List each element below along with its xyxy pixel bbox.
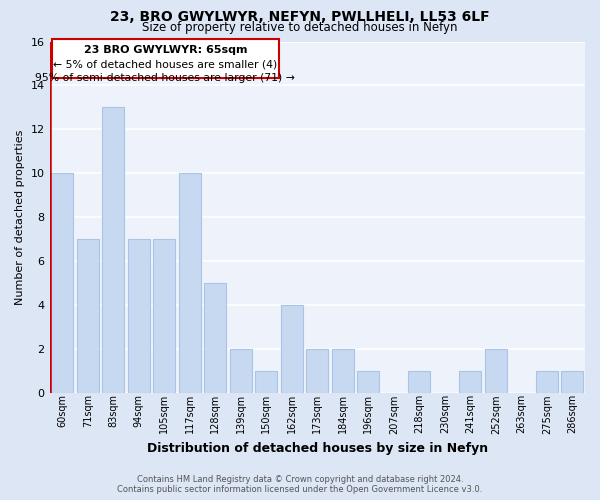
Text: Contains public sector information licensed under the Open Government Licence v3: Contains public sector information licen…	[118, 485, 482, 494]
Bar	[230, 349, 251, 393]
Text: Size of property relative to detached houses in Nefyn: Size of property relative to detached ho…	[142, 21, 458, 34]
Bar	[52, 40, 279, 78]
Text: 23 BRO GWYLWYR: 65sqm: 23 BRO GWYLWYR: 65sqm	[83, 46, 247, 56]
Bar	[409, 371, 430, 393]
Bar	[77, 239, 98, 393]
Bar	[256, 371, 277, 393]
Text: Contains HM Land Registry data © Crown copyright and database right 2024.: Contains HM Land Registry data © Crown c…	[137, 475, 463, 484]
Text: 95% of semi-detached houses are larger (71) →: 95% of semi-detached houses are larger (…	[35, 72, 295, 83]
Bar	[128, 239, 149, 393]
Bar	[562, 371, 583, 393]
Bar	[281, 305, 302, 393]
Text: 23, BRO GWYLWYR, NEFYN, PWLLHELI, LL53 6LF: 23, BRO GWYLWYR, NEFYN, PWLLHELI, LL53 6…	[110, 10, 490, 24]
Bar	[485, 349, 506, 393]
Bar	[332, 349, 353, 393]
Bar	[358, 371, 379, 393]
Bar	[179, 173, 200, 393]
Text: ← 5% of detached houses are smaller (4): ← 5% of detached houses are smaller (4)	[53, 59, 277, 69]
Bar	[307, 349, 328, 393]
Bar	[460, 371, 481, 393]
Bar	[103, 108, 124, 393]
X-axis label: Distribution of detached houses by size in Nefyn: Distribution of detached houses by size …	[147, 442, 488, 455]
Bar	[52, 173, 73, 393]
Bar	[154, 239, 175, 393]
Bar	[205, 283, 226, 393]
Bar	[536, 371, 557, 393]
Y-axis label: Number of detached properties: Number of detached properties	[15, 130, 25, 305]
